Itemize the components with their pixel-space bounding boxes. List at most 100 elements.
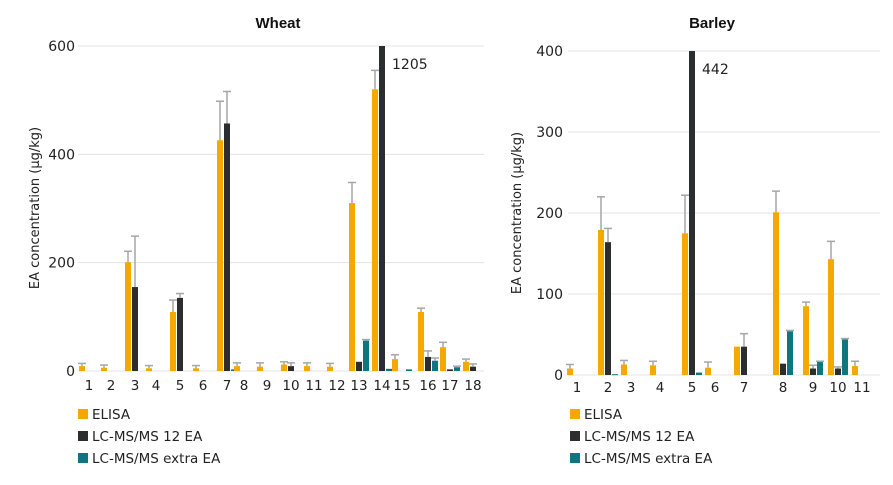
x-tick-label: 5 — [688, 380, 697, 396]
x-tick-label: 11 — [853, 380, 870, 396]
x-tick-label: 18 — [464, 378, 481, 394]
bar — [125, 262, 131, 371]
x-tick-label: 14 — [373, 378, 390, 394]
x-tick-label: 9 — [809, 380, 818, 396]
bar — [132, 287, 138, 371]
chart-title: Barley — [689, 15, 736, 32]
bar — [257, 366, 263, 371]
bar — [440, 347, 446, 371]
x-tick-labels: 1 2 3 4 5 6 7 8 9 10 11 12 13 14 15 16 17 18 — [85, 378, 482, 394]
y-tick-label: 400 — [536, 44, 563, 60]
y-tick-label: 400 — [48, 147, 75, 163]
bar — [281, 364, 287, 371]
bar — [432, 360, 438, 371]
y-tick-label: 200 — [48, 256, 75, 272]
bar — [288, 366, 294, 371]
x-tick-label: 2 — [604, 380, 613, 396]
bar — [612, 374, 618, 376]
bar — [470, 366, 476, 371]
bar — [741, 346, 747, 375]
x-tick-label: 9 — [263, 378, 272, 394]
x-tick-label: 16 — [419, 378, 436, 394]
y-tick-label: 600 — [48, 39, 75, 55]
bar — [327, 366, 333, 371]
legend: ELISA LC-MS/MS 12 EA LC-MS/MS extra EA — [78, 407, 221, 467]
bar — [170, 311, 176, 371]
y-axis-label: EA concentration (µg/kg) — [28, 127, 43, 289]
bar — [425, 356, 431, 371]
bar — [803, 306, 809, 375]
bar — [217, 140, 223, 371]
x-tick-label: 3 — [131, 378, 140, 394]
x-tick-label: 8 — [240, 378, 249, 394]
bar — [787, 331, 793, 375]
y-tick-labels: 0 200 400 600 — [48, 39, 75, 380]
x-tick-label: 1 — [573, 380, 582, 396]
x-tick-label: 10 — [282, 378, 299, 394]
wheat-chart: Wheat EA concentration (µg/kg) 020040060… — [28, 15, 484, 467]
bar — [780, 363, 786, 375]
x-tick-label: 10 — [829, 380, 846, 396]
legend-label: LC-MS/MS 12 EA — [92, 429, 203, 445]
y-tick-label: 200 — [536, 206, 563, 222]
legend-swatch — [78, 453, 88, 463]
x-tick-label: 4 — [656, 380, 665, 396]
legend-label: LC-MS/MS 12 EA — [584, 429, 695, 445]
bar — [406, 369, 412, 371]
x-tick-label: 5 — [176, 378, 185, 394]
bar — [363, 340, 369, 371]
bar — [379, 46, 385, 371]
bar — [650, 365, 656, 375]
bar — [682, 233, 688, 375]
legend-swatch — [570, 409, 580, 419]
bar — [705, 367, 711, 375]
bar — [817, 362, 823, 375]
bar — [842, 339, 848, 375]
bar — [773, 212, 779, 375]
chart-title: Wheat — [256, 15, 301, 32]
legend-label: ELISA — [584, 407, 623, 423]
y-tick-label: 100 — [536, 287, 563, 303]
data-label: 1205 — [392, 57, 428, 73]
barley-chart: Barley EA concentration (µg/kg) 0 100 200 3… — [510, 15, 880, 467]
legend-swatch — [570, 453, 580, 463]
legend-swatch — [78, 409, 88, 419]
bar — [224, 123, 230, 371]
bar — [372, 89, 378, 371]
x-tick-label: 6 — [711, 380, 720, 396]
y-tick-label: 0 — [554, 368, 563, 384]
bar — [734, 346, 740, 375]
bar — [79, 366, 85, 371]
bar — [146, 368, 152, 371]
legend-label: ELISA — [92, 407, 131, 423]
bar — [304, 366, 310, 371]
x-tick-label: 12 — [328, 378, 345, 394]
x-tick-label: 7 — [223, 378, 232, 394]
bar — [696, 372, 702, 375]
bar — [193, 368, 199, 371]
bar — [810, 368, 816, 375]
bar — [349, 203, 355, 371]
x-tick-label: 3 — [627, 380, 636, 396]
x-tick-label: 15 — [393, 378, 410, 394]
x-tick-label: 17 — [441, 378, 458, 394]
legend: ELISA LC-MS/MS 12 EA LC-MS/MS extra EA — [570, 407, 713, 467]
x-tick-label: 1 — [85, 378, 94, 394]
x-tick-label: 13 — [350, 378, 367, 394]
bar — [101, 367, 107, 371]
legend-swatch — [78, 431, 88, 441]
bar — [392, 359, 398, 371]
bar — [835, 368, 841, 375]
bar — [567, 368, 573, 375]
y-tick-label: 300 — [536, 125, 563, 141]
y-axis-label: EA concentration (µg/kg) — [510, 132, 525, 294]
x-tick-label: 7 — [740, 380, 749, 396]
legend-label: LC-MS/MS extra EA — [92, 451, 221, 467]
bar — [463, 361, 469, 371]
bars: 1205 — [78, 46, 477, 371]
bar — [454, 367, 460, 371]
legend-label: LC-MS/MS extra EA — [584, 451, 713, 467]
bar — [828, 259, 834, 375]
bar — [356, 361, 362, 371]
